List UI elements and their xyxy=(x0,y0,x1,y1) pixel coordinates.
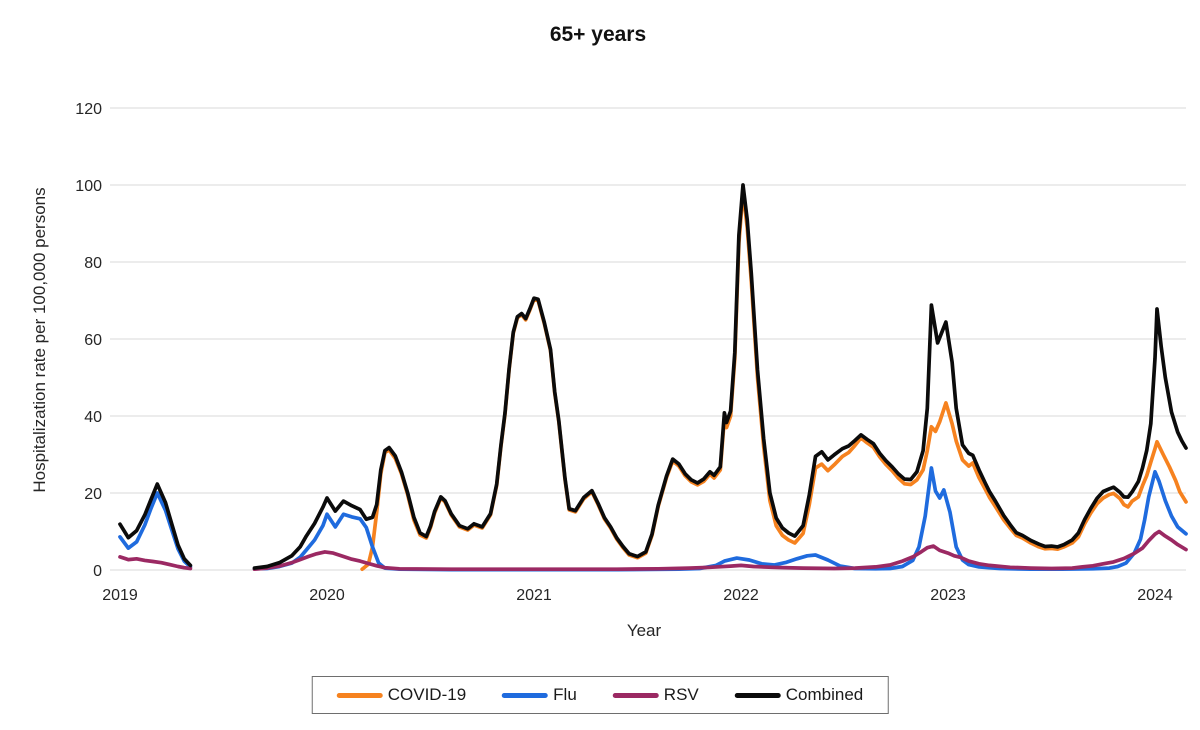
hospitalization-line-chart: 0 20 40 60 80 100 120 2019 2020 2021 2022 2023 2024… xyxy=(30,23,1188,640)
y-tick-20: 20 xyxy=(84,486,102,503)
y-tick-100: 100 xyxy=(75,178,102,195)
x-axis-title: Year xyxy=(627,621,662,640)
data-series xyxy=(118,183,1188,572)
legend-item-rsv: RSV xyxy=(612,685,699,705)
chart-title: 65+ years xyxy=(550,23,646,46)
legend-item-combined: Combined xyxy=(734,685,864,705)
legend-swatch-covid-19 xyxy=(336,692,383,698)
x-tick-2021: 2021 xyxy=(516,587,552,604)
legend-label-covid-19: COVID-19 xyxy=(387,685,467,704)
x-tick-2022: 2022 xyxy=(723,587,759,604)
legend-swatch-combined xyxy=(734,692,781,698)
legend-label-combined: Combined xyxy=(785,685,864,704)
series-line-flu xyxy=(118,491,193,569)
series-line-flu-seg2 xyxy=(252,466,1188,572)
y-tick-80: 80 xyxy=(84,255,102,272)
legend-label-flu: Flu xyxy=(553,685,577,704)
legend-item-covid-19: COVID-19 xyxy=(336,685,467,705)
legend-swatch-flu xyxy=(502,692,549,698)
y-tick-0: 0 xyxy=(93,563,102,580)
y-axis-title: Hospitalization rate per 100,000 persons xyxy=(30,187,49,492)
series-line-combined xyxy=(118,482,193,568)
x-tick-2020: 2020 xyxy=(309,587,345,604)
chart-legend: COVID-19 Flu RSV Combined xyxy=(311,676,889,714)
y-tick-40: 40 xyxy=(84,409,102,426)
series-line-rsv-seg2 xyxy=(252,529,1188,572)
x-tick-2024: 2024 xyxy=(1137,587,1173,604)
legend-swatch-rsv xyxy=(612,692,659,698)
series-line-combined-seg2 xyxy=(252,183,1188,570)
gridlines xyxy=(110,107,1186,571)
y-tick-120: 120 xyxy=(75,101,102,118)
series-line-rsv xyxy=(118,555,193,571)
legend-item-flu: Flu xyxy=(502,685,577,705)
legend-label-rsv: RSV xyxy=(663,685,699,704)
x-tick-2023: 2023 xyxy=(930,587,966,604)
x-axis-tick-labels: 2019 2020 2021 2022 2023 2024 xyxy=(102,587,1173,604)
y-tick-60: 60 xyxy=(84,332,102,349)
x-tick-2019: 2019 xyxy=(102,587,138,604)
y-axis-tick-labels: 0 20 40 60 80 100 120 xyxy=(75,101,102,580)
